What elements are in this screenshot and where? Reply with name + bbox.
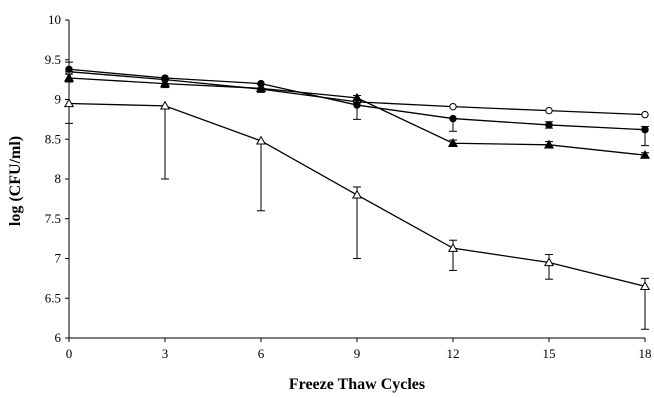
y-tick-label: 8 [55,171,62,186]
series-2-point [639,149,651,159]
series-0-point [449,102,457,111]
x-tick-label: 6 [258,346,265,361]
series-0-point [545,106,553,115]
x-tick-label: 12 [447,346,460,361]
y-tick-label: 9 [55,92,62,107]
series-1-point [449,114,457,123]
y-tick-label: 7.5 [45,211,61,226]
series-3-point [543,257,555,267]
x-tick-label: 0 [66,346,73,361]
series-3-point [639,281,651,290]
plot-area [63,61,651,330]
series-1-point [353,101,361,109]
series-2-point [63,72,75,82]
series-1-point [65,65,73,73]
y-tick-label: 6.5 [45,290,61,305]
x-tick-label: 9 [354,346,361,361]
series-3-point [159,100,171,110]
y-tick-label: 8.5 [45,131,61,146]
series-2-point [447,138,459,147]
y-tick-label: 6 [55,330,62,345]
y-axis-title: log (CFU/ml) [7,136,24,226]
series-2-point [351,92,363,102]
series-3-point [351,189,363,199]
x-tick-label: 18 [639,346,652,361]
series-1-point [545,121,553,129]
series-3-point [447,242,459,252]
series-0-point [641,110,649,119]
x-tick-label: 3 [162,346,169,361]
series-1-point [641,126,649,134]
x-axis-title: Freeze Thaw Cycles [289,376,425,393]
axes: 6 6.5 7 7.5 8 8.5 9 9.5 10 0 3 6 9 12 15 18 [45,12,652,361]
y-tick-label: 7 [55,251,62,266]
x-tick-label: 15 [543,346,556,361]
series-3-point [255,135,267,145]
series-3-point [63,98,75,108]
series-2-point [543,139,555,149]
series-1 [65,61,649,147]
series-3 [63,98,651,330]
series-2-point [255,83,267,93]
y-tick-label: 10 [48,12,61,27]
y-tick-label: 9.5 [45,52,61,67]
series-2 [63,72,651,159]
series-2-point [159,78,171,88]
